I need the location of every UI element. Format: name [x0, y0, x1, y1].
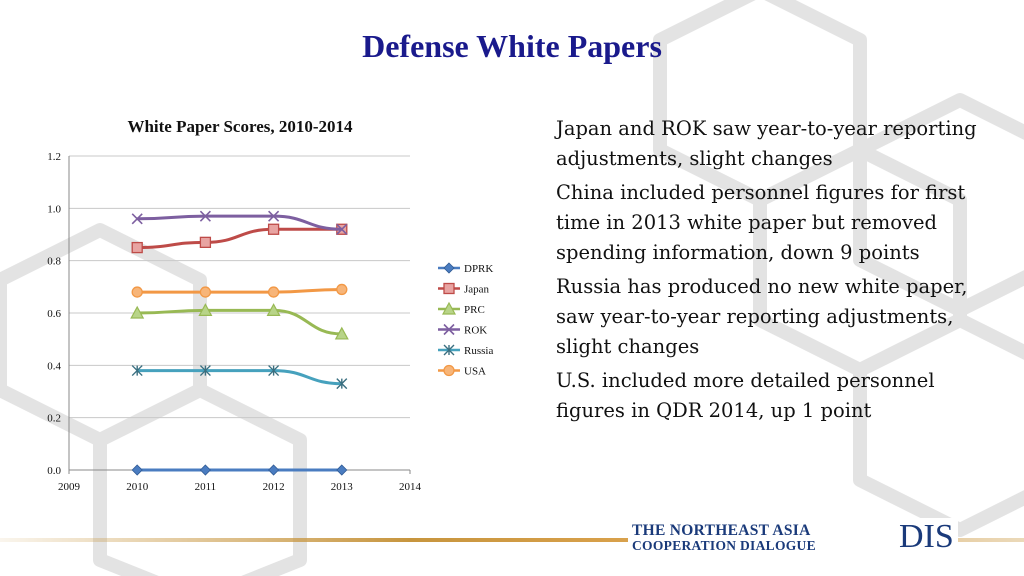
y-tick-label: 0.4 [47, 360, 61, 372]
legend-marker-japan [443, 282, 455, 295]
data-point-japan [267, 223, 280, 235]
series-line-usa [137, 287, 342, 294]
legend-marker-prc [441, 301, 457, 315]
data-point-japan [199, 236, 212, 249]
data-point-rok [336, 223, 348, 235]
data-point-rok [268, 210, 280, 222]
series-line-russia [137, 369, 342, 386]
legend-label-dprk: DPRK [464, 263, 493, 275]
data-point-russia [336, 378, 348, 390]
y-tick-label: 0.2 [47, 413, 61, 425]
line-chart: 0.0 0.2 0.4 0.6 0.8 1.0 1.2 2009 2010 2011 2012 201… [47, 151, 493, 493]
legend-marker-usa [443, 364, 455, 377]
data-point-dprk [199, 464, 211, 476]
series-line-prc [137, 308, 342, 336]
chart-title: White Paper Scores, 2010-2014 [127, 117, 353, 136]
data-point-usa [199, 286, 212, 298]
y-tick-label: 1.2 [47, 151, 61, 163]
data-point-dprk [131, 464, 143, 476]
org-name-line1: THE NORTHEAST ASIA [632, 522, 811, 539]
x-tick-label: 2013 [331, 481, 354, 493]
org-logo-background [628, 521, 898, 555]
slide-title: Defense White Papers [362, 28, 662, 64]
bullet-list: Japan and ROK saw year-to-year reporting… [556, 114, 996, 430]
x-tick-label: 2009 [58, 481, 81, 493]
legend-label-rok: ROK [464, 325, 487, 337]
bullet-1: Japan and ROK saw year-to-year reporting… [556, 117, 977, 170]
legend-label-usa: USA [464, 366, 486, 378]
series-line-rok [137, 214, 342, 231]
legend-marker-russia [443, 344, 455, 356]
series-line-japan [137, 227, 342, 250]
data-point-prc [266, 303, 281, 316]
data-point-usa [336, 283, 348, 296]
y-tick-label: 0.0 [47, 465, 61, 477]
bullet-3: Russia has produced no new white paper, … [556, 275, 968, 358]
data-point-dprk [268, 464, 280, 476]
data-point-russia [268, 365, 280, 377]
bullet-2: China included personnel figures for fir… [556, 181, 966, 264]
org-name-line2: COOPERATION DIALOGUE [632, 538, 816, 553]
legend-label-russia: Russia [464, 345, 493, 357]
data-point-rok [131, 213, 143, 225]
data-point-prc [334, 326, 349, 340]
y-tick-label: 0.8 [47, 256, 61, 268]
x-tick-label: 2010 [126, 481, 149, 493]
legend-marker-dprk [443, 262, 455, 274]
data-point-russia [131, 365, 143, 377]
legend-label-prc: PRC [464, 304, 485, 316]
data-point-japan [131, 241, 143, 254]
x-tick-label: 2012 [263, 481, 285, 493]
y-tick-label: 0.6 [47, 308, 61, 320]
data-point-russia [199, 365, 211, 377]
org-logo-abbrev: DIS [895, 518, 958, 556]
bullet-4: U.S. included more detailed personnel fi… [556, 369, 935, 422]
y-tick-label: 1.0 [47, 203, 61, 215]
data-point-dprk [336, 464, 348, 476]
data-point-prc [198, 303, 213, 316]
legend-label-japan: Japan [464, 284, 490, 296]
data-point-usa [131, 286, 143, 298]
x-tick-label: 2014 [399, 481, 422, 493]
data-point-rok [199, 210, 211, 222]
footer-divider [0, 538, 1024, 542]
data-point-prc [130, 305, 145, 319]
legend-marker-rok [443, 323, 455, 336]
data-point-usa [267, 286, 280, 298]
x-tick-label: 2011 [195, 481, 217, 493]
